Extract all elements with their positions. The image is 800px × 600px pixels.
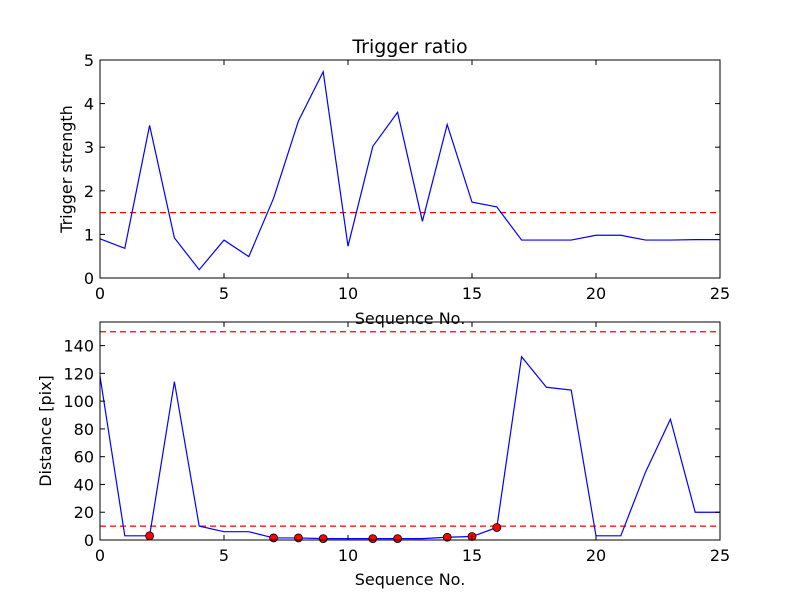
x-axis-label: Sequence No. <box>355 309 466 328</box>
x-tick-label: 25 <box>710 284 730 303</box>
y-tick-label: 140 <box>63 337 94 356</box>
x-tick-label: 20 <box>586 284 606 303</box>
data-point-marker <box>393 534 403 544</box>
y-tick-label: 5 <box>84 51 94 70</box>
axes-frame <box>99 321 721 541</box>
x-tick-label: 20 <box>586 546 606 565</box>
trigger-ratio-panel: Trigger ratio 0 5 10 15 20 25 0 1 2 3 4 5 Sequence … <box>57 36 730 328</box>
x-tick-label: 10 <box>338 546 358 565</box>
y-axis-label: Distance [pix] <box>36 375 55 487</box>
y-tick-label: 120 <box>63 364 94 383</box>
x-tick-label: 5 <box>219 546 229 565</box>
y-tick-label: 0 <box>84 531 94 550</box>
y-tick-label: 40 <box>74 475 94 494</box>
y-tick-label: 80 <box>74 420 94 439</box>
y-tick-label: 3 <box>84 138 94 157</box>
y-tick-label: 0 <box>84 269 94 288</box>
data-point-marker <box>492 523 502 532</box>
series-line <box>99 69 720 271</box>
y-tick-label: 20 <box>74 503 94 522</box>
series-line <box>99 355 720 540</box>
chart-title: Trigger ratio <box>351 36 467 58</box>
data-point-marker <box>318 534 328 544</box>
trigger-ratio-plot-area: 0 5 10 15 20 25 0 1 2 3 4 5 <box>84 51 730 303</box>
y-tick-label: 4 <box>84 95 94 114</box>
x-axis-label: Sequence No. <box>355 570 466 589</box>
x-tick-label: 0 <box>95 284 105 303</box>
distance-panel: 0 5 10 15 20 25 0 20 40 60 80 100 120 140 Sequence No… <box>36 321 730 589</box>
data-point-marker <box>368 534 378 544</box>
x-tick-label: 15 <box>462 284 482 303</box>
x-tick-label: 15 <box>462 546 482 565</box>
distance-plot-area: 0 5 10 15 20 25 0 20 40 60 80 100 120 140 <box>63 321 730 565</box>
data-point-marker <box>145 531 155 541</box>
axes-frame <box>99 59 721 279</box>
x-tick-label: 25 <box>710 546 730 565</box>
y-tick-label: 1 <box>84 225 94 244</box>
data-point-marker <box>442 532 452 542</box>
y-tick-label: 100 <box>63 392 94 411</box>
x-tick-label: 10 <box>338 284 358 303</box>
y-tick-label: 2 <box>84 182 94 201</box>
y-axis-label: Trigger strength <box>57 105 76 234</box>
y-tick-label: 60 <box>74 448 94 467</box>
data-point-marker <box>269 533 279 543</box>
x-tick-label: 0 <box>95 546 105 565</box>
x-tick-label: 5 <box>219 284 229 303</box>
data-point-marker <box>293 533 303 543</box>
